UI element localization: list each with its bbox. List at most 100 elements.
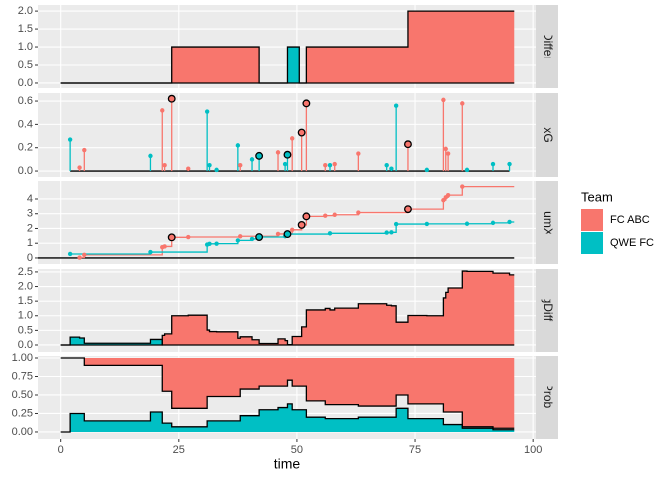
point	[82, 252, 87, 258]
goal-point	[167, 94, 176, 103]
point	[443, 146, 448, 152]
y-tick-label: 0.5	[18, 59, 33, 71]
y-tick-label: 0.00	[12, 426, 33, 438]
point	[77, 255, 82, 260]
x-axis-title: time	[274, 456, 301, 472]
point	[356, 210, 361, 215]
y-tick-label: 0	[27, 252, 33, 264]
legend-key	[581, 232, 603, 254]
point	[424, 167, 430, 173]
point	[82, 147, 87, 153]
y-tick-label: 4	[27, 193, 33, 205]
y-tick-label: 2.0	[18, 5, 33, 17]
area-outline	[60, 270, 515, 346]
point	[327, 163, 333, 168]
point	[207, 241, 212, 247]
point	[289, 227, 295, 232]
y-tick-label: 2	[27, 222, 33, 234]
x-tick-label: 75	[409, 444, 421, 456]
y-tick-label: 0.25	[12, 407, 33, 419]
point	[356, 151, 361, 156]
point	[332, 161, 337, 167]
y-tick-label: 0.0	[18, 77, 33, 89]
y-tick-label: 0.5	[18, 324, 33, 336]
point	[275, 231, 281, 237]
area-outline	[60, 10, 515, 84]
area	[60, 357, 515, 429]
y-tick-label: 1.0	[18, 41, 33, 53]
point	[275, 150, 281, 155]
point	[389, 230, 394, 235]
strip	[536, 181, 558, 264]
strip	[536, 5, 558, 88]
point	[464, 167, 470, 173]
goal-point	[404, 205, 412, 214]
goal-point	[283, 150, 292, 159]
x-tick-label: 0	[58, 444, 64, 456]
x-tick-label: 100	[524, 444, 542, 456]
y-tick-label: 2.5	[18, 266, 33, 278]
point	[384, 163, 389, 168]
goal-point	[255, 151, 264, 160]
y-tick-label: 3	[27, 208, 33, 220]
point	[67, 251, 73, 257]
y-tick-label: 2.0	[18, 280, 33, 292]
x-tick-label: 25	[173, 444, 185, 456]
point	[384, 230, 389, 235]
point	[507, 161, 512, 167]
goal-point	[297, 220, 306, 229]
point	[235, 143, 241, 148]
y-tick-label: 0.6	[18, 95, 33, 107]
y-tick-label: 1.00	[12, 352, 33, 364]
point	[507, 219, 512, 225]
point	[445, 151, 451, 156]
legend-key	[581, 209, 603, 231]
legend-title: Team	[581, 189, 613, 204]
y-tick-label: 0.0	[18, 339, 33, 351]
point	[282, 161, 288, 167]
point	[162, 163, 167, 168]
point	[204, 109, 210, 114]
point	[490, 220, 496, 226]
strip	[536, 269, 558, 352]
y-tick-label: 0.2	[18, 142, 33, 154]
point	[67, 137, 73, 142]
y-tick-label: 1.5	[18, 295, 33, 307]
point	[249, 236, 255, 242]
area-outline	[60, 46, 515, 84]
x-tick-label: 50	[291, 444, 303, 456]
point	[460, 184, 465, 189]
goal-point	[302, 212, 311, 221]
point	[460, 101, 465, 106]
point	[162, 244, 167, 249]
facet-label: CumXgDifference	[541, 263, 555, 358]
goal-point	[167, 233, 176, 242]
facet-label: LeadProbability	[541, 356, 555, 439]
point	[393, 221, 399, 227]
goal-point	[283, 230, 292, 239]
panel-background	[38, 181, 536, 264]
point	[393, 103, 399, 108]
point	[424, 221, 430, 227]
point	[323, 163, 328, 168]
y-tick-label: 1	[27, 237, 33, 249]
point	[327, 231, 333, 236]
y-tick-label: 1.5	[18, 23, 33, 35]
point	[160, 108, 165, 113]
point	[186, 166, 191, 171]
goal-point	[302, 99, 311, 108]
point	[238, 234, 243, 239]
facet-label: xG	[541, 127, 555, 142]
goal-point	[255, 233, 264, 241]
area	[60, 11, 515, 83]
point	[207, 163, 212, 168]
facet-label: CumXg	[541, 202, 555, 242]
point	[464, 221, 470, 226]
point	[148, 249, 153, 255]
point	[389, 166, 394, 171]
point	[186, 234, 191, 240]
point	[235, 238, 241, 243]
point	[249, 157, 255, 162]
point	[323, 213, 328, 218]
